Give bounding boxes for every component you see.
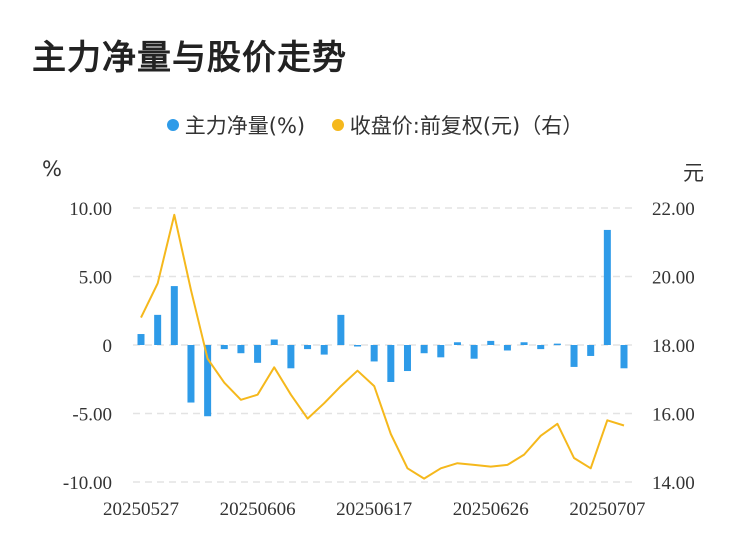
left-axis-unit: % <box>42 157 62 181</box>
legend-label-price: 收盘价:前复权(元)（右） <box>349 114 584 138</box>
net-bar <box>287 345 295 369</box>
net-bar <box>570 345 578 367</box>
net-bar <box>304 345 312 350</box>
net-bar <box>487 340 495 345</box>
y-right-tick-label: 18.00 <box>652 336 695 357</box>
right-axis-unit: 元 <box>683 161 704 185</box>
net-bar <box>553 343 561 346</box>
net-bar <box>154 314 162 345</box>
net-bar <box>537 345 545 350</box>
net-bar <box>437 345 445 358</box>
y-left-tick-label: -5.00 <box>72 405 112 426</box>
legend-label-net: 主力净量(%) <box>184 114 306 138</box>
net-bar <box>603 229 611 345</box>
x-tick-label: 20250527 <box>103 499 179 520</box>
price-line <box>140 213 625 480</box>
y-left-tick-label: 5.00 <box>79 268 112 289</box>
x-tick-label: 20250606 <box>220 499 296 520</box>
net-bar <box>270 339 278 345</box>
y-left-tick-label: -10.00 <box>63 473 112 494</box>
net-bar <box>520 342 528 345</box>
legend-item-price[interactable]: 收盘价:前复权(元)（右） <box>331 110 584 140</box>
net-bar <box>220 345 228 350</box>
x-tick-label: 20250617 <box>336 499 412 520</box>
net-bar <box>354 345 362 347</box>
net-bar <box>320 345 328 355</box>
net-bar <box>503 345 511 351</box>
x-tick-label: 20250707 <box>569 499 645 520</box>
net-bar <box>237 345 245 354</box>
net-bar <box>470 345 478 359</box>
net-bar <box>370 345 378 362</box>
y-right-tick-label: 14.00 <box>652 473 695 494</box>
net-bar <box>620 345 628 369</box>
net-bar <box>387 345 395 382</box>
net-bar <box>337 314 345 345</box>
y-left-tick-label: 0 <box>103 336 113 357</box>
y-right-tick-label: 20.00 <box>652 268 695 289</box>
legend-item-net[interactable]: 主力净量(%) <box>166 110 306 140</box>
net-bar <box>254 345 262 363</box>
chart-legend: 主力净量(%) 收盘价:前复权(元)（右） <box>0 110 750 140</box>
x-tick-label: 20250626 <box>453 499 529 520</box>
net-bar <box>403 345 411 372</box>
y-right-tick-label: 22.00 <box>652 199 695 220</box>
net-bar <box>453 342 461 345</box>
legend-dot-price <box>331 119 344 131</box>
legend-dot-net <box>166 119 179 131</box>
net-bar <box>170 286 178 345</box>
y-left-tick-label: 10.00 <box>69 199 112 220</box>
net-bar <box>204 345 212 417</box>
chart-title: 主力净量与股价走势 <box>32 38 347 78</box>
net-bar <box>587 345 595 356</box>
net-bar <box>420 345 428 354</box>
y-right-tick-label: 16.00 <box>652 405 695 426</box>
net-bar <box>137 334 145 345</box>
net-bar <box>187 345 195 403</box>
